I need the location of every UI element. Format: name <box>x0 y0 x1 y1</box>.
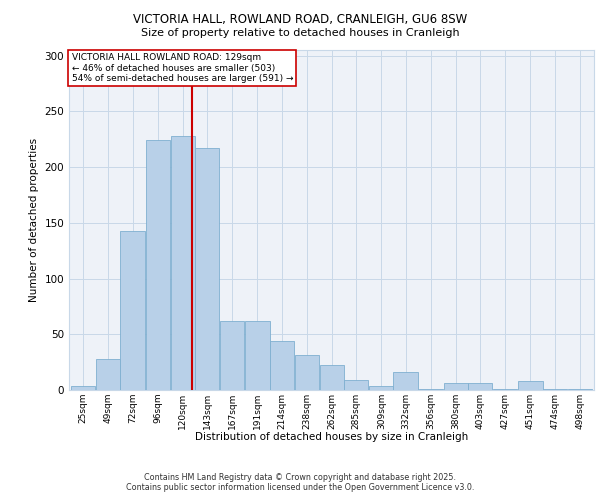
Bar <box>468 384 492 390</box>
Bar <box>542 389 566 390</box>
Bar <box>568 389 592 390</box>
Bar <box>419 389 443 390</box>
Y-axis label: Number of detached properties: Number of detached properties <box>29 138 39 302</box>
X-axis label: Distribution of detached houses by size in Cranleigh: Distribution of detached houses by size … <box>195 432 468 442</box>
Bar <box>71 386 95 390</box>
Bar <box>220 321 244 390</box>
Bar <box>269 341 294 390</box>
Bar <box>121 230 145 390</box>
Bar <box>344 380 368 390</box>
Bar <box>195 148 219 390</box>
Text: VICTORIA HALL, ROWLAND ROAD, CRANLEIGH, GU6 8SW: VICTORIA HALL, ROWLAND ROAD, CRANLEIGH, … <box>133 12 467 26</box>
Text: Size of property relative to detached houses in Cranleigh: Size of property relative to detached ho… <box>140 28 460 38</box>
Bar <box>295 356 319 390</box>
Text: Contains HM Land Registry data © Crown copyright and database right 2025.
Contai: Contains HM Land Registry data © Crown c… <box>126 473 474 492</box>
Text: VICTORIA HALL ROWLAND ROAD: 129sqm
← 46% of detached houses are smaller (503)
54: VICTORIA HALL ROWLAND ROAD: 129sqm ← 46%… <box>71 54 293 83</box>
Bar <box>146 140 170 390</box>
Bar <box>320 366 344 390</box>
Bar <box>171 136 195 390</box>
Bar <box>444 384 468 390</box>
Bar <box>394 372 418 390</box>
Bar <box>518 381 542 390</box>
Bar <box>96 359 121 390</box>
Bar <box>493 389 517 390</box>
Bar <box>370 386 394 390</box>
Bar <box>245 321 269 390</box>
